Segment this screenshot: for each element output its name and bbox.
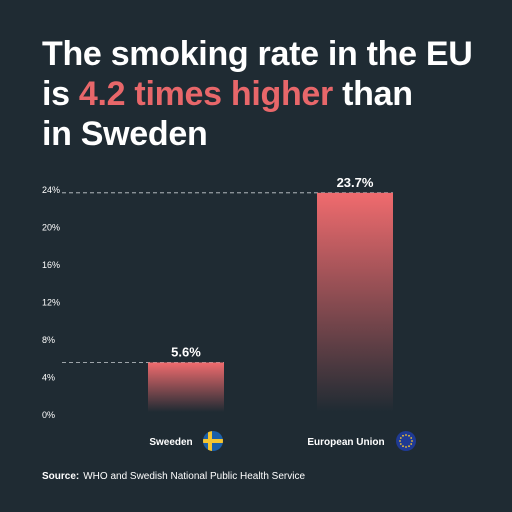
y-tick-label: 8%: [42, 335, 55, 345]
headline-line-1: The smoking rate in the EU: [42, 35, 473, 73]
headline-highlight: 4.2 times higher: [78, 75, 333, 113]
eu-star: [399, 437, 402, 439]
eu-star: [411, 440, 413, 442]
headline-line-2-suffix: than: [332, 75, 413, 113]
headline: The smoking rate in the EU is 4.2 times …: [42, 34, 473, 154]
x-axis: Sweeden European Union: [149, 437, 384, 448]
y-tick-label: 12%: [42, 298, 60, 308]
bar: [148, 362, 224, 412]
eu-star: [399, 443, 402, 445]
eu-star: [410, 443, 413, 445]
bar-value-label: 23.7%: [337, 175, 374, 190]
y-tick-label: 16%: [42, 260, 60, 270]
eu-star: [405, 446, 407, 448]
eu-star: [399, 440, 401, 442]
y-tick-label: 20%: [42, 223, 60, 233]
source-text: WHO and Swedish National Public Health S…: [83, 471, 306, 482]
eu-star: [408, 445, 410, 448]
eu-star: [402, 445, 404, 448]
sweden-flag-icon: [203, 431, 223, 451]
eu-flag-icon: [396, 431, 416, 451]
source-label: Source:: [42, 471, 80, 482]
headline-line-2-prefix: is: [42, 75, 79, 113]
x-category-label: European Union: [307, 437, 384, 448]
eu-star: [405, 434, 407, 436]
eu-star: [410, 437, 413, 439]
eu-star: [402, 434, 404, 437]
eu-star: [408, 434, 410, 437]
source-note: Source: WHO and Swedish National Public H…: [42, 471, 305, 482]
y-tick-label: 4%: [42, 373, 55, 383]
y-axis: 0% 4% 8% 12% 16% 20% 24%: [42, 185, 60, 420]
y-tick-label: 0%: [42, 410, 55, 420]
x-category-label: Sweeden: [149, 437, 192, 448]
y-tick-label: 24%: [42, 185, 60, 195]
headline-line-2: is 4.2 times higher than: [42, 74, 473, 114]
bars: 5.6% 23.7%: [148, 175, 393, 412]
bar-value-label: 5.6%: [171, 345, 201, 360]
headline-line-3: in Sweden: [42, 115, 208, 153]
bar: [317, 192, 393, 412]
